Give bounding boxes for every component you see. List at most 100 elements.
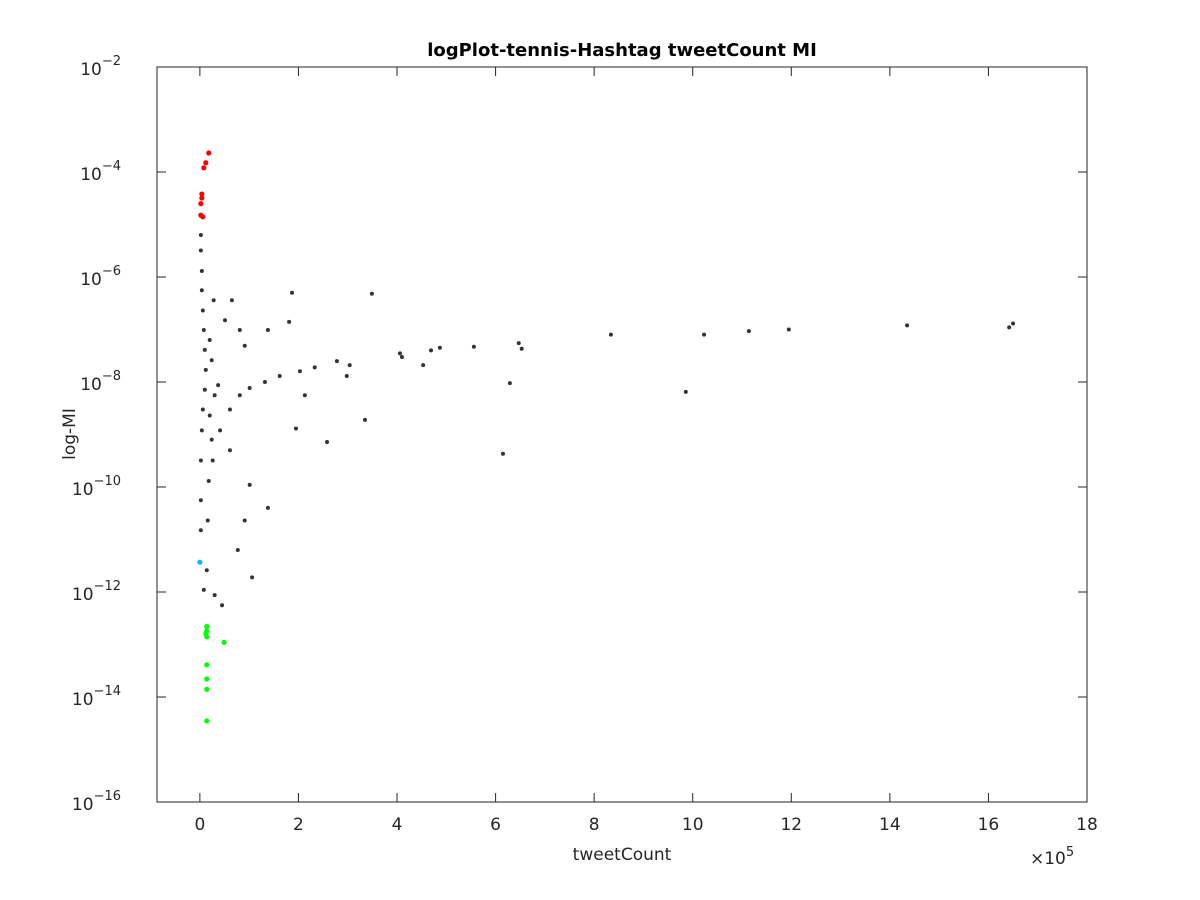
y-tick-base: 10 — [80, 165, 102, 185]
data-point — [216, 383, 221, 388]
data-point — [746, 329, 751, 334]
data-point — [290, 290, 295, 295]
data-point — [265, 505, 270, 510]
data-point — [220, 603, 225, 608]
data-point — [500, 451, 505, 456]
data-point — [204, 718, 210, 724]
x-axis-label: tweetCount — [573, 845, 672, 865]
y-tick-base: 10 — [72, 690, 94, 710]
data-point — [369, 291, 374, 296]
data-point — [209, 358, 214, 363]
x-tick-label: 14 — [879, 815, 901, 835]
data-point — [203, 160, 209, 166]
y-tick-exponent: −8 — [102, 369, 121, 384]
y-tick-label: 10−6 — [80, 264, 121, 290]
data-point — [203, 367, 208, 372]
data-point — [297, 369, 302, 374]
data-point — [347, 363, 352, 368]
y-tick-base: 10 — [72, 480, 94, 500]
data-point — [199, 428, 204, 433]
y-tick-base: 10 — [72, 585, 94, 605]
y-tick-base: 10 — [80, 60, 102, 80]
data-point — [200, 214, 206, 220]
data-point — [516, 341, 521, 346]
y-tick-label: 10−8 — [80, 369, 121, 395]
data-point — [204, 623, 210, 630]
y-tick-exponent: −2 — [102, 54, 121, 69]
data-point — [608, 332, 613, 337]
data-point — [227, 448, 232, 453]
data-point — [362, 417, 367, 422]
data-point — [204, 568, 209, 573]
data-point — [209, 437, 214, 442]
data-point — [262, 380, 267, 384]
data-point — [519, 346, 524, 351]
data-point — [204, 634, 210, 640]
data-point — [218, 428, 223, 433]
data-point — [202, 387, 207, 392]
x-tick-label: 8 — [589, 815, 600, 835]
data-point — [198, 248, 203, 253]
y-tick-base: 10 — [72, 795, 94, 815]
x-multiplier-exponent: 5 — [1066, 845, 1074, 860]
data-point — [201, 587, 206, 592]
data-point — [247, 482, 252, 487]
y-tick-label: 10−2 — [80, 54, 121, 80]
data-point — [247, 385, 252, 390]
data-point — [200, 308, 205, 313]
data-point — [437, 345, 442, 350]
data-point — [211, 298, 216, 303]
data-point — [344, 374, 349, 379]
data-point — [201, 165, 207, 171]
data-point — [325, 439, 330, 444]
data-point — [429, 348, 434, 353]
data-point — [198, 233, 203, 238]
data-point — [507, 381, 512, 386]
data-point — [397, 351, 402, 356]
data-point — [207, 413, 212, 418]
data-point — [198, 498, 203, 503]
x-tick-label: 12 — [780, 815, 802, 835]
chart-title: logPlot-tennis-Hashtag tweetCount MI — [427, 40, 817, 61]
y-tick-exponent: −14 — [94, 684, 121, 699]
data-point — [421, 363, 426, 368]
x-multiplier: ×105 — [1030, 845, 1074, 869]
data-point — [293, 426, 298, 431]
y-tick-label: 10−12 — [72, 579, 121, 605]
x-tick-label: 4 — [392, 815, 403, 835]
data-point — [702, 332, 707, 337]
y-tick-label: 10−10 — [72, 474, 121, 500]
data-point — [199, 288, 204, 293]
y-tick-exponent: −4 — [102, 159, 121, 174]
y-tick-base: 10 — [80, 375, 102, 395]
y-tick-exponent: −12 — [94, 579, 121, 594]
y-tick-label: 10−16 — [72, 789, 121, 815]
data-point — [205, 518, 210, 523]
data-point — [200, 407, 205, 412]
data-point — [242, 518, 247, 523]
data-point — [237, 327, 242, 332]
y-tick-exponent: −6 — [102, 264, 121, 279]
data-point — [229, 298, 234, 303]
data-point — [471, 344, 476, 349]
data-point — [287, 319, 292, 324]
data-point — [204, 676, 210, 682]
data-point — [242, 343, 247, 348]
data-point — [210, 458, 215, 463]
y-tick-label: 10−14 — [72, 684, 121, 710]
data-point — [302, 393, 307, 398]
data-point — [199, 269, 204, 274]
data-point — [197, 559, 203, 565]
data-point — [221, 639, 227, 645]
y-tick-exponent: −16 — [94, 789, 121, 804]
data-point — [206, 150, 212, 156]
y-axis-label: log-MI — [60, 408, 80, 460]
data-point — [198, 528, 203, 533]
data-point — [683, 389, 688, 394]
data-point — [212, 593, 217, 598]
data-point — [198, 458, 203, 463]
data-point — [198, 201, 204, 207]
x-tick-label: 0 — [194, 815, 205, 835]
